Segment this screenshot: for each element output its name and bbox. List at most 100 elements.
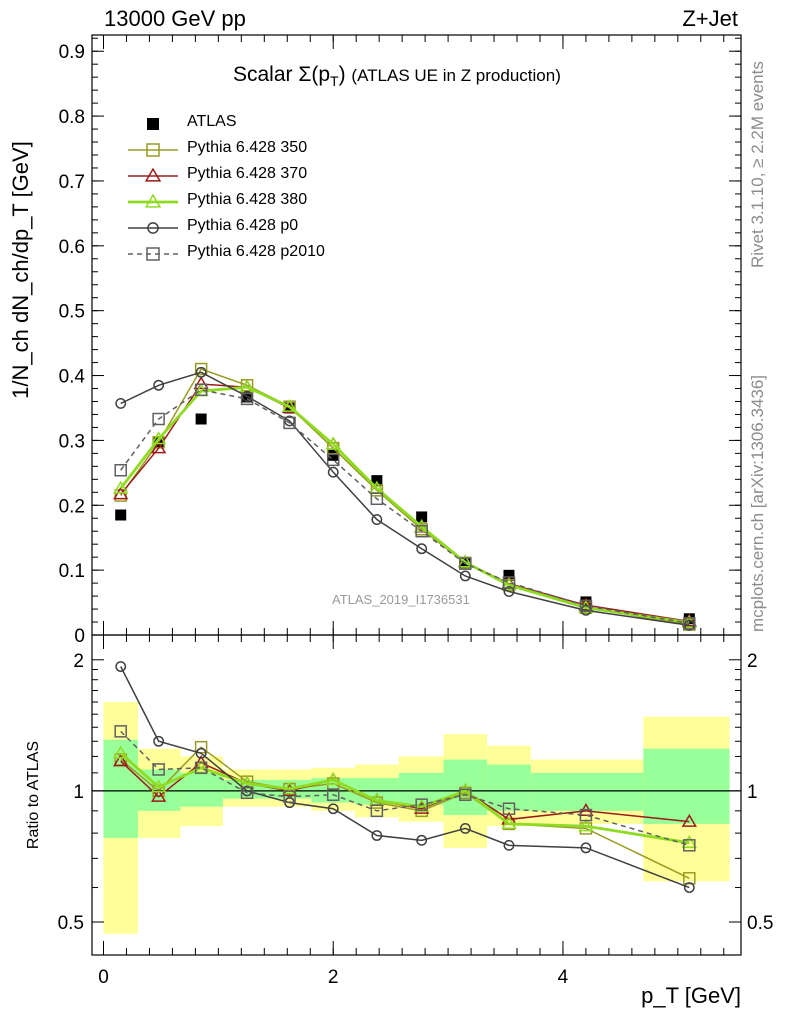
data-point [241, 390, 253, 402]
data-point [152, 412, 165, 426]
x-axis-title: p_T [GeV] [641, 983, 741, 1008]
ratio-point [370, 804, 384, 818]
x-tick-label: 0 [98, 967, 109, 988]
ratio-band-green [530, 772, 644, 811]
ratio-point [115, 661, 127, 672]
data-point [416, 543, 428, 555]
ratio-point [681, 835, 697, 848]
analysis-watermark: ATLAS_2019_I1736531 [332, 592, 470, 607]
ratio-point [241, 785, 253, 797]
ratio-point [327, 803, 339, 815]
y-tick-label: 0.8 [59, 107, 85, 128]
ratio-point [683, 872, 696, 885]
ratio-point [502, 802, 516, 815]
y-tick-label: 0.7 [59, 172, 85, 193]
data-point [194, 383, 208, 397]
ratio-series-4 [114, 725, 696, 852]
legend-marker [144, 167, 162, 182]
data-point [195, 413, 207, 425]
data-point [115, 398, 127, 409]
data-point [240, 392, 254, 406]
ratio-point [325, 772, 341, 786]
data-point [370, 492, 384, 506]
data-point [115, 509, 127, 521]
x-tick-label: 2 [328, 967, 339, 988]
y-tick-label: 0.6 [59, 237, 85, 258]
series-line [120, 389, 690, 625]
ratio-point [194, 761, 208, 775]
data-point [459, 570, 471, 582]
ratio-line [119, 752, 690, 845]
plot-title-prefix: Scalar Σ(p [233, 63, 331, 86]
ratio-line [120, 666, 690, 889]
ratio-point [681, 813, 697, 827]
data-point [326, 453, 340, 467]
ratio-point [501, 816, 517, 830]
data-point [683, 617, 696, 630]
y-tick-label: 0.9 [59, 42, 85, 63]
ratio-point [283, 790, 296, 803]
data-point [150, 431, 167, 445]
ratio-y-tick-label: 2 [73, 651, 84, 672]
ratio-point [114, 725, 127, 738]
ratio-point [683, 839, 696, 852]
ratio-point [459, 823, 471, 834]
ratio-series-layer [113, 661, 697, 893]
legend-label-370: Pythia 6.428 370 [187, 165, 308, 182]
ratio-point [153, 735, 165, 747]
data-point [371, 514, 383, 525]
ratio-y-tick-label: 0.5 [58, 913, 84, 934]
legend-label-p0: Pythia 6.428 p0 [187, 217, 299, 234]
ratio-point [414, 800, 430, 814]
data-point [683, 619, 695, 631]
y-tick-label: 0.2 [59, 496, 85, 517]
data-point [194, 362, 208, 376]
data-point [325, 436, 341, 450]
legend-markers [128, 118, 178, 261]
data-point [193, 376, 209, 390]
ratio-point [503, 839, 515, 851]
legend-marker [146, 247, 160, 261]
data-point [503, 586, 515, 597]
ratio-y-tick-label-right: 1 [747, 782, 758, 803]
axes-layer: 0 0.1 0.2 0.3 0.4 0.5 0.6 0.7 0.8 0.9 0 2 4 0.5 0.5 1 1 2… [8, 35, 773, 1008]
data-point [195, 366, 207, 378]
legend-marker [146, 143, 160, 157]
ratio-point [281, 781, 298, 795]
legend-marker [144, 193, 162, 208]
header-analysis: Z+Jet [682, 6, 738, 31]
legend-label-380: Pythia 6.428 380 [187, 191, 308, 208]
ratio-panel-frame [91, 634, 742, 956]
legend-label-350: Pythia 6.428 350 [187, 139, 308, 156]
plot-title-subscript: T [330, 73, 339, 90]
y-tick-label: 0 [74, 626, 85, 647]
ratio-band-green [180, 772, 223, 807]
plot-title-rest: (ATLAS UE in Z production) [351, 66, 561, 85]
y-axis-title-ratio: Ratio to ATLAS [25, 741, 42, 849]
data-point [503, 569, 515, 581]
data-point [150, 440, 167, 454]
series-5 [114, 383, 696, 630]
ratio-y-tick-label: 1 [73, 782, 84, 803]
ratio-point [240, 786, 254, 800]
series-1 [114, 362, 696, 631]
ratio-band-green [643, 748, 730, 824]
plot-title-suffix: ) [338, 63, 346, 86]
series-line [120, 368, 690, 626]
data-point [327, 449, 339, 461]
ratio-point [578, 818, 594, 832]
plot-title: Scalar Σ(pT) (ATLAS UE in Z production) [233, 63, 561, 89]
ratio-point [150, 788, 167, 802]
legend-marker [147, 118, 159, 130]
series-line [119, 385, 690, 625]
ratio-point [326, 788, 340, 801]
ratio-point [152, 763, 165, 776]
ratio-point [415, 798, 428, 811]
series-line [120, 371, 690, 627]
data-point [415, 524, 428, 538]
data-point [327, 466, 339, 478]
ratio-point [371, 830, 383, 841]
data-point [416, 511, 428, 523]
